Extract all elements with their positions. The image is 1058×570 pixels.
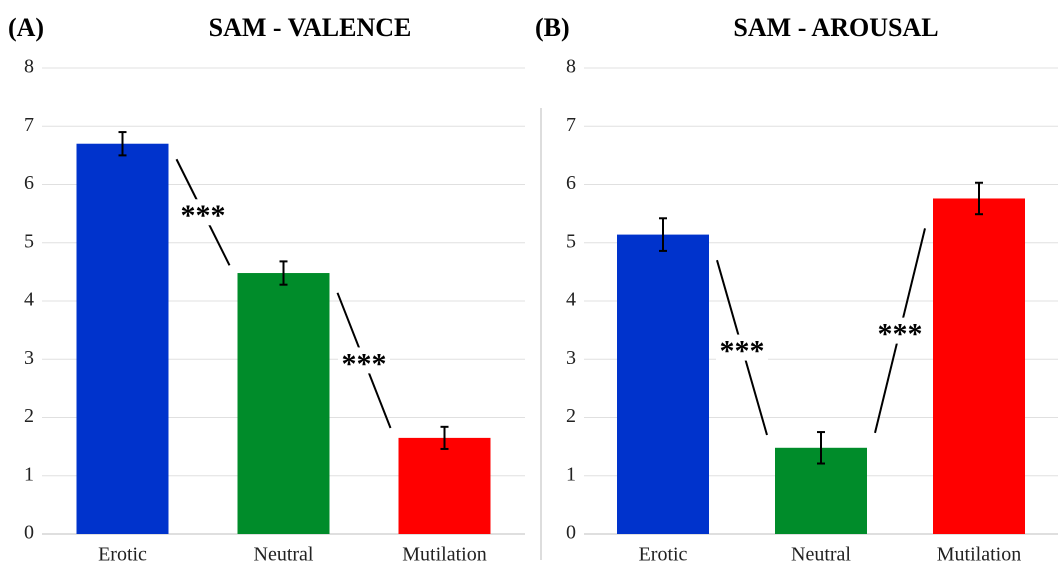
x-tick-label: Mutilation bbox=[937, 544, 1021, 566]
error-bar bbox=[659, 217, 667, 252]
x-tick-label: Neutral bbox=[254, 544, 314, 566]
annotation: *** bbox=[181, 199, 226, 232]
y-tick-label: 8 bbox=[566, 56, 576, 78]
y-tick-label: 4 bbox=[24, 289, 34, 311]
y-tick-label: 3 bbox=[566, 347, 576, 369]
x-tick-label: Erotic bbox=[98, 544, 147, 566]
error-bar bbox=[975, 181, 983, 216]
y-tick-label: 5 bbox=[24, 230, 34, 252]
panel-label: (B) bbox=[535, 13, 570, 42]
y-tick-label: 1 bbox=[24, 463, 34, 485]
y-tick-label: 2 bbox=[24, 405, 34, 427]
y-tick-label: 8 bbox=[24, 56, 34, 78]
y-tick-label: 4 bbox=[566, 289, 576, 311]
annotation: *** bbox=[878, 318, 923, 351]
annotation-bg bbox=[716, 334, 768, 361]
panel-label: (A) bbox=[8, 13, 44, 42]
x-tick-label: Neutral bbox=[791, 544, 851, 566]
x-tick-label: Erotic bbox=[639, 544, 688, 566]
y-tick-label: 6 bbox=[566, 172, 576, 194]
y-tick-label: 5 bbox=[566, 230, 576, 252]
y-tick-label: 6 bbox=[24, 172, 34, 194]
bar bbox=[933, 198, 1025, 535]
annotation: *** bbox=[342, 347, 387, 380]
y-tick-label: 0 bbox=[566, 522, 576, 544]
bar bbox=[237, 273, 330, 534]
bar bbox=[617, 234, 709, 534]
bar bbox=[398, 437, 491, 534]
y-tick-label: 1 bbox=[566, 463, 576, 485]
error-bar bbox=[279, 260, 288, 286]
chart-title: SAM - AROUSAL bbox=[733, 13, 938, 42]
y-tick-label: 2 bbox=[566, 405, 576, 427]
y-tick-label: 7 bbox=[24, 114, 34, 136]
chart-title: SAM - VALENCE bbox=[209, 13, 412, 42]
error-bar bbox=[817, 431, 825, 465]
error-bar bbox=[440, 425, 449, 450]
bar bbox=[76, 143, 169, 534]
annotation-bg bbox=[177, 199, 229, 226]
y-tick-label: 0 bbox=[24, 522, 34, 544]
y-tick-label: 3 bbox=[24, 347, 34, 369]
y-tick-label: 7 bbox=[566, 114, 576, 136]
annotation: *** bbox=[720, 334, 765, 367]
annotation-bg bbox=[338, 347, 390, 374]
annotation-bg bbox=[874, 317, 926, 344]
x-tick-label: Mutilation bbox=[402, 544, 486, 566]
error-bar bbox=[118, 131, 127, 157]
